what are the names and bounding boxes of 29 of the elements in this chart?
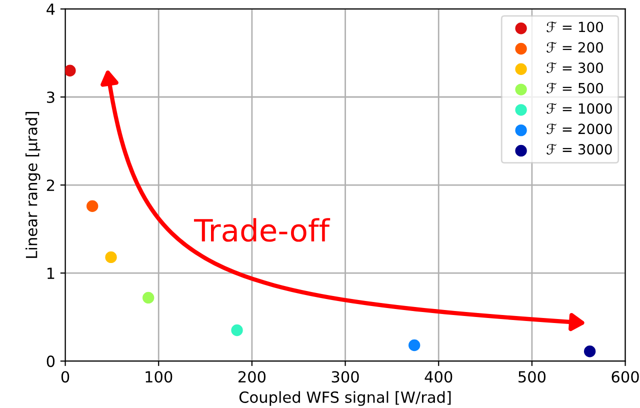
x-tick-label: 200 [238, 371, 266, 383]
legend-label: ℱ = 3000 [546, 144, 612, 155]
y-tick-label: 1 [48, 268, 54, 279]
x-axis-title: Coupled WFS signal [W/rad] [239, 391, 451, 406]
point [65, 64, 76, 76]
point [584, 346, 596, 358]
point [105, 251, 117, 264]
x-tick-label: 300 [332, 371, 359, 383]
point [86, 200, 98, 212]
y-tick-label: 4 [46, 4, 55, 15]
legend-label: ℱ = 1000 [546, 103, 612, 114]
point [231, 324, 243, 336]
legend-label: ℱ = 300 [546, 62, 604, 74]
legend-label: ℱ = 2000 [546, 123, 612, 134]
point [142, 292, 154, 304]
point [408, 339, 420, 352]
legend-label: ℱ = 500 [546, 82, 604, 94]
y-tick-label: 3 [47, 91, 54, 104]
annotation: Trade-off [194, 218, 330, 242]
y-tick-label: 0 [46, 356, 55, 368]
x-tick-label: 0 [61, 371, 70, 383]
y-tick-label: 2 [46, 179, 54, 191]
legend-label: ℱ = 100 [546, 22, 604, 32]
x-tick-label: 500 [518, 371, 546, 383]
x-tick-label: 100 [146, 371, 172, 383]
y-axis-title: Linear range [μrad] [25, 112, 40, 258]
legend-label: ℱ = 200 [546, 42, 604, 53]
x-tick-label: 400 [424, 371, 452, 383]
x-tick-label: 600 [612, 371, 639, 383]
